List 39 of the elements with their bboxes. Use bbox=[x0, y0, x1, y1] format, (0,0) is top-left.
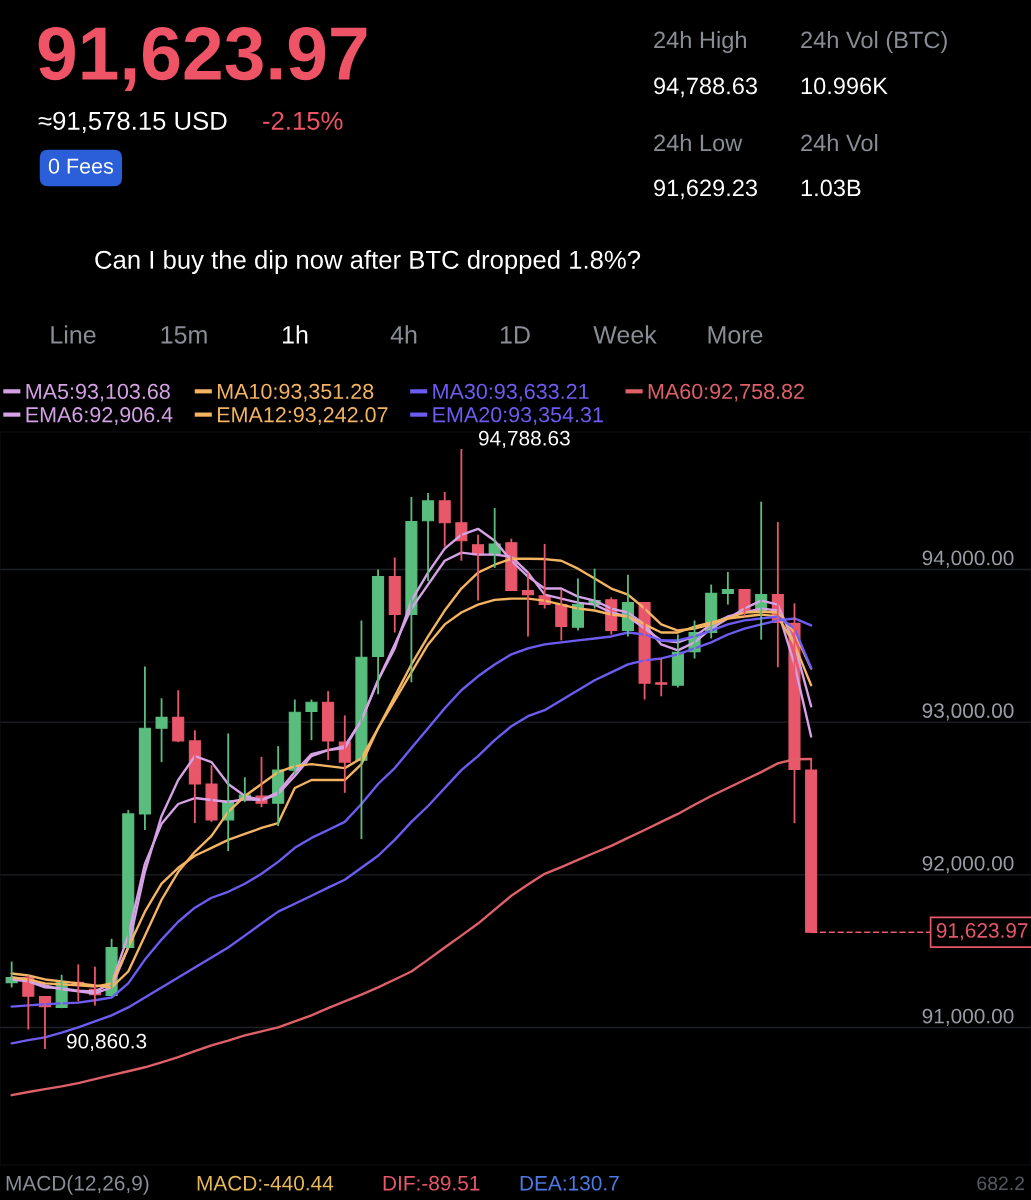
legend-label: MA30:93,633.21 bbox=[433, 383, 589, 402]
text: 1.03B bbox=[801, 179, 861, 197]
legend-label: MA10:93,351.28 bbox=[217, 383, 374, 402]
text: MACD:-440.44 bbox=[197, 1175, 334, 1191]
text: 682.2 bbox=[977, 1176, 1025, 1191]
text: 94,788.63 bbox=[654, 77, 757, 98]
ref-line-label: 91,623.97 bbox=[936, 923, 1028, 941]
legend-label: EMA12:93,242.07 bbox=[217, 407, 388, 425]
annotation: 94,788.63 bbox=[478, 430, 570, 449]
legend-label: EMA20:93,354.31 bbox=[433, 407, 603, 425]
y-tick-label: 94,000.00 bbox=[922, 550, 1014, 568]
legend-label: EMA6:92,906.4 bbox=[26, 407, 173, 425]
text: More bbox=[708, 326, 763, 344]
text: 1D bbox=[500, 326, 530, 344]
text: 4h bbox=[390, 325, 417, 344]
chart-subtitle: ≈91,578.15 USD bbox=[38, 111, 227, 133]
text: 24h Vol bbox=[801, 134, 878, 152]
annotation: 90,860.3 bbox=[66, 1033, 147, 1052]
text: 24h Vol (BTC) bbox=[801, 31, 947, 53]
text: 1h bbox=[283, 325, 308, 344]
y-tick-label: 91,000.00 bbox=[922, 1008, 1014, 1026]
text: Line bbox=[51, 325, 96, 344]
text: 91,629.23 bbox=[654, 179, 757, 200]
y-tick-label: 92,000.00 bbox=[922, 855, 1014, 874]
text: DIF:-89.51 bbox=[383, 1175, 480, 1191]
text: DEA:130.7 bbox=[520, 1175, 619, 1191]
text: 24h High bbox=[654, 31, 746, 53]
text: MACD(12,26,9) bbox=[6, 1175, 149, 1195]
text: 0 Fees bbox=[48, 158, 114, 174]
text: 10.996K bbox=[801, 77, 888, 95]
text: 15m bbox=[161, 326, 207, 344]
text: -2.15% bbox=[263, 111, 343, 130]
chart-title: 91,623.97 bbox=[38, 27, 367, 92]
text: Week bbox=[593, 325, 657, 344]
y-tick-label: 93,000.00 bbox=[922, 703, 1014, 721]
text: 24h Low bbox=[654, 134, 743, 152]
text: Can I buy the dip now after BTC dropped 1.8%? bbox=[95, 250, 641, 274]
legend-label: MA5:93,103.68 bbox=[26, 383, 170, 402]
legend-label: MA60:92,758.82 bbox=[648, 383, 804, 402]
